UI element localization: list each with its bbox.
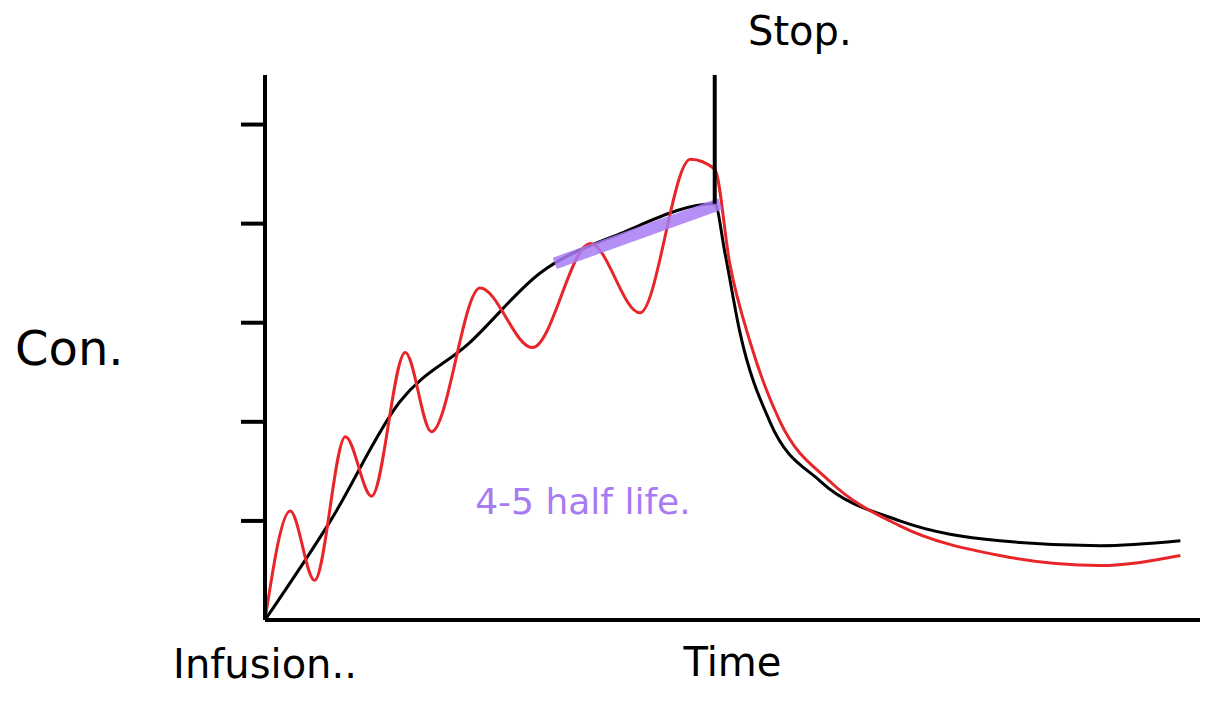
svg-text:Stop.: Stop. <box>748 8 852 54</box>
svg-text:4-5 half life.: 4-5 half life. <box>475 481 691 522</box>
svg-text:Infusion..: Infusion.. <box>173 641 357 687</box>
svg-text:Time: Time <box>683 639 782 685</box>
svg-text:Con.: Con. <box>15 320 124 376</box>
